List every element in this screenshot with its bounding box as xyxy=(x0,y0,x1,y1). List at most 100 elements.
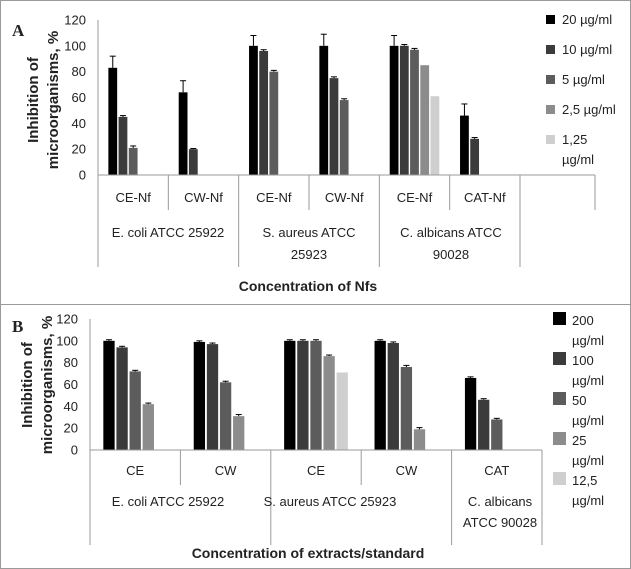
y-tick-label: 100 xyxy=(56,333,78,348)
y-axis-title-line-2: microorganisms, % xyxy=(39,316,56,454)
bar xyxy=(336,372,348,450)
legend-swatch xyxy=(553,392,566,405)
bar xyxy=(188,149,198,175)
bar xyxy=(319,45,329,175)
bar xyxy=(430,96,440,175)
y-tick-label: 60 xyxy=(64,377,78,392)
legend-label: 12,5 µg/ml xyxy=(572,473,604,508)
legend-swatch xyxy=(546,45,555,54)
y-tick-label: 80 xyxy=(64,355,78,370)
legend-swatch xyxy=(553,432,566,445)
bar xyxy=(323,356,335,450)
legend-label: 1,25 µg/ml xyxy=(562,132,594,167)
bar xyxy=(233,416,245,450)
bar xyxy=(116,347,128,450)
y-tick-label: 20 xyxy=(72,142,86,157)
group-label: S. aureus ATCC 25923 xyxy=(264,494,397,509)
category-label: CE xyxy=(307,463,325,478)
bar xyxy=(464,377,477,450)
bar xyxy=(470,138,480,175)
bar xyxy=(339,100,349,175)
y-axis-title-line-2: microorganisms, % xyxy=(45,31,62,169)
bar xyxy=(478,399,490,450)
bar xyxy=(413,429,426,450)
legend-swatch xyxy=(546,105,555,114)
group-label: 25923 xyxy=(291,247,327,262)
bar xyxy=(142,404,154,450)
category-label: CE xyxy=(126,463,144,478)
group-label: E. coli ATCC 25922 xyxy=(112,494,224,509)
bar xyxy=(387,343,399,450)
group-label: C. albicans ATCC xyxy=(400,225,502,240)
category-label: CW-Nf xyxy=(325,190,364,205)
bar xyxy=(389,45,399,175)
y-tick-label: 120 xyxy=(56,312,78,327)
bar xyxy=(460,115,469,175)
bar xyxy=(410,49,419,175)
legend-label: 25 µg/ml xyxy=(572,433,604,468)
bar xyxy=(206,344,219,450)
bar xyxy=(193,341,206,450)
legend-swatch xyxy=(546,15,555,24)
legend-swatch xyxy=(553,352,566,365)
category-label: CAT-Nf xyxy=(464,190,506,205)
group-label: ATCC 90028 xyxy=(463,515,537,530)
panel-label: B xyxy=(12,317,23,336)
group-label: S. aureus ATCC xyxy=(263,225,356,240)
bar xyxy=(329,78,339,176)
bar xyxy=(128,147,138,176)
bar xyxy=(297,340,309,450)
bar xyxy=(259,51,269,175)
legend-label: 5 µg/ml xyxy=(562,72,605,87)
bar xyxy=(284,340,296,450)
y-tick-label: 80 xyxy=(72,64,86,79)
legend-label: 2,5 µg/ml xyxy=(562,102,616,117)
category-label: CW-Nf xyxy=(184,190,223,205)
bar xyxy=(178,92,188,175)
legend-swatch xyxy=(546,75,555,84)
y-tick-label: 20 xyxy=(64,421,78,436)
bar xyxy=(310,340,322,450)
bar xyxy=(420,65,430,175)
y-axis-title-line-1: Inhibition of xyxy=(19,341,36,428)
legend-label: 50 µg/ml xyxy=(572,393,604,428)
bar xyxy=(249,45,258,175)
category-label: CE-Nf xyxy=(116,190,152,205)
bar xyxy=(399,45,409,175)
x-axis-title: Concentration of extracts/standard xyxy=(192,545,425,561)
y-axis-title-line-1: Inhibition of xyxy=(25,56,42,143)
legend-swatch xyxy=(546,135,555,144)
y-tick-label: 60 xyxy=(72,90,86,105)
y-tick-label: 100 xyxy=(64,38,86,53)
category-label: CAT xyxy=(484,463,509,478)
bar xyxy=(269,71,279,175)
category-label: CE-Nf xyxy=(397,190,433,205)
legend-label: 100 µg/ml xyxy=(572,353,604,388)
y-tick-label: 40 xyxy=(72,116,86,131)
group-label: 90028 xyxy=(433,247,469,262)
bar xyxy=(103,340,115,450)
group-label: E. coli ATCC 25922 xyxy=(112,225,224,240)
y-tick-label: 40 xyxy=(64,399,78,414)
bar xyxy=(129,371,141,450)
y-tick-label: 0 xyxy=(79,168,86,183)
category-label: CW xyxy=(396,463,418,478)
bar xyxy=(374,340,386,450)
category-label: CE-Nf xyxy=(256,190,292,205)
legend-swatch xyxy=(553,312,566,325)
x-axis-title: Concentration of Nfs xyxy=(239,278,378,294)
bar xyxy=(219,382,232,450)
y-tick-label: 120 xyxy=(64,13,86,28)
legend-label: 20 µg/ml xyxy=(562,12,612,27)
y-tick-label: 0 xyxy=(71,443,78,458)
legend-label: 200 µg/ml xyxy=(572,313,604,348)
legend-swatch xyxy=(553,472,566,485)
group-label: C. albicans xyxy=(468,494,533,509)
bar xyxy=(400,367,413,450)
bar xyxy=(118,116,128,176)
bar xyxy=(108,67,118,175)
panel-label: A xyxy=(12,21,25,40)
bar xyxy=(491,419,503,450)
category-label: CW xyxy=(215,463,237,478)
